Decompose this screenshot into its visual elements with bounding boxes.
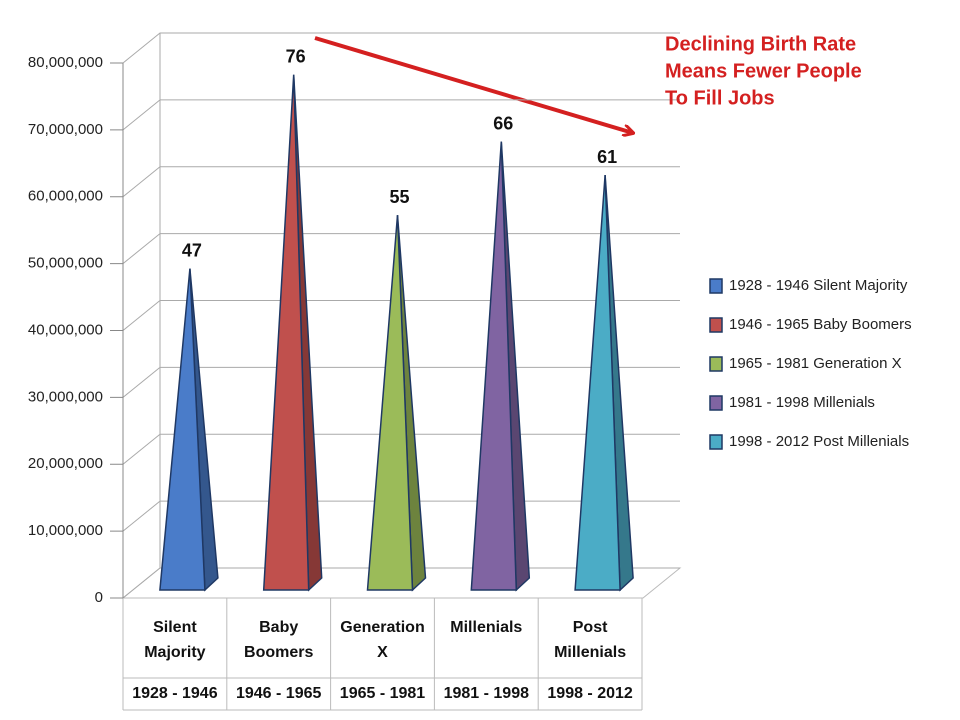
x-tick-line: Post <box>573 619 608 636</box>
x-tick-line: Millenials <box>450 619 522 636</box>
x-tick-label: Silent Majority <box>144 619 205 661</box>
annotation: To Fill Jobs <box>665 87 775 109</box>
value-label: 61 <box>597 147 617 167</box>
legend-swatch <box>709 395 723 411</box>
y-tick-label: 50,000,000 <box>28 255 103 272</box>
pyramid-front <box>159 268 206 591</box>
y-tick-label: 20,000,000 <box>28 455 103 472</box>
x-period-label: 1928 - 1946 <box>132 685 218 702</box>
pyramid <box>159 268 219 592</box>
legend-swatch <box>709 434 723 450</box>
x-period-label: 1981 - 1998 <box>444 685 530 702</box>
legend-label: 1981 - 1998 Millenials <box>729 394 875 411</box>
value-label: 76 <box>286 47 306 67</box>
x-tick-label: Baby Boomers <box>244 619 313 661</box>
x-tick-line: Boomers <box>244 644 313 661</box>
x-tick-label: Generation X <box>340 619 424 661</box>
y-tick-label: 40,000,000 <box>28 321 103 338</box>
x-period-label: 1998 - 2012 <box>547 685 633 702</box>
legend-swatch <box>709 278 723 294</box>
legend-label: 1946 - 1965 Baby Boomers <box>729 316 912 333</box>
trend-arrow <box>314 36 633 133</box>
annotation: Declining Birth Rate <box>665 33 856 55</box>
x-tick-line: X <box>377 644 388 661</box>
x-period-label: 1946 - 1965 <box>236 685 322 702</box>
value-label: 66 <box>493 113 513 133</box>
y-tick-label: 30,000,000 <box>28 388 103 405</box>
pyramid-front <box>262 74 310 591</box>
legend-swatch <box>709 317 723 333</box>
x-period-label: 1965 - 1981 <box>340 685 426 702</box>
x-tick-label: Post Millenials <box>554 619 626 661</box>
legend-label: 1965 - 1981 Generation X <box>729 355 902 372</box>
value-label: 55 <box>389 187 409 207</box>
x-tick-label: Millenials <box>450 619 522 636</box>
pyramid <box>366 215 427 592</box>
y-tick-label: 10,000,000 <box>28 522 103 539</box>
x-tick-line: Millenials <box>554 644 626 661</box>
pyramid <box>470 141 531 592</box>
x-tick-line: Baby <box>259 619 298 636</box>
y-tick-label: 0 <box>95 589 103 606</box>
grid-line <box>122 32 680 64</box>
pyramid-front <box>470 141 518 591</box>
annotation: Means Fewer People <box>665 60 862 82</box>
x-tick-line: Silent <box>153 619 197 636</box>
legend-label: 1998 - 2012 Post Millenials <box>729 433 909 450</box>
y-tick-label: 80,000,000 <box>28 54 103 71</box>
x-tick-line: Majority <box>144 644 205 661</box>
y-tick-label: 70,000,000 <box>28 121 103 138</box>
y-tick-label: 60,000,000 <box>28 188 103 205</box>
x-tick-line: Generation <box>340 619 424 636</box>
pyramid <box>262 74 323 592</box>
grid-line <box>122 99 680 131</box>
pyramid <box>574 175 634 592</box>
legend-swatch <box>709 356 723 372</box>
legend-label: 1928 - 1946 Silent Majority <box>729 277 908 294</box>
pyramid-front <box>574 175 621 591</box>
pyramid-front <box>366 215 414 591</box>
value-label: 47 <box>182 240 202 260</box>
